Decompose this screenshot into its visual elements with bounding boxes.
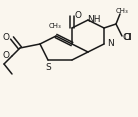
Text: O: O <box>2 33 10 42</box>
Text: Cl: Cl <box>124 33 132 42</box>
Text: O: O <box>75 11 82 20</box>
Text: N: N <box>107 40 113 49</box>
Text: CH₃: CH₃ <box>116 8 128 14</box>
Text: CH₃: CH₃ <box>49 23 61 29</box>
Text: Cl: Cl <box>123 33 131 42</box>
Text: O: O <box>2 51 10 60</box>
Text: NH: NH <box>87 15 101 24</box>
Text: S: S <box>45 62 51 71</box>
